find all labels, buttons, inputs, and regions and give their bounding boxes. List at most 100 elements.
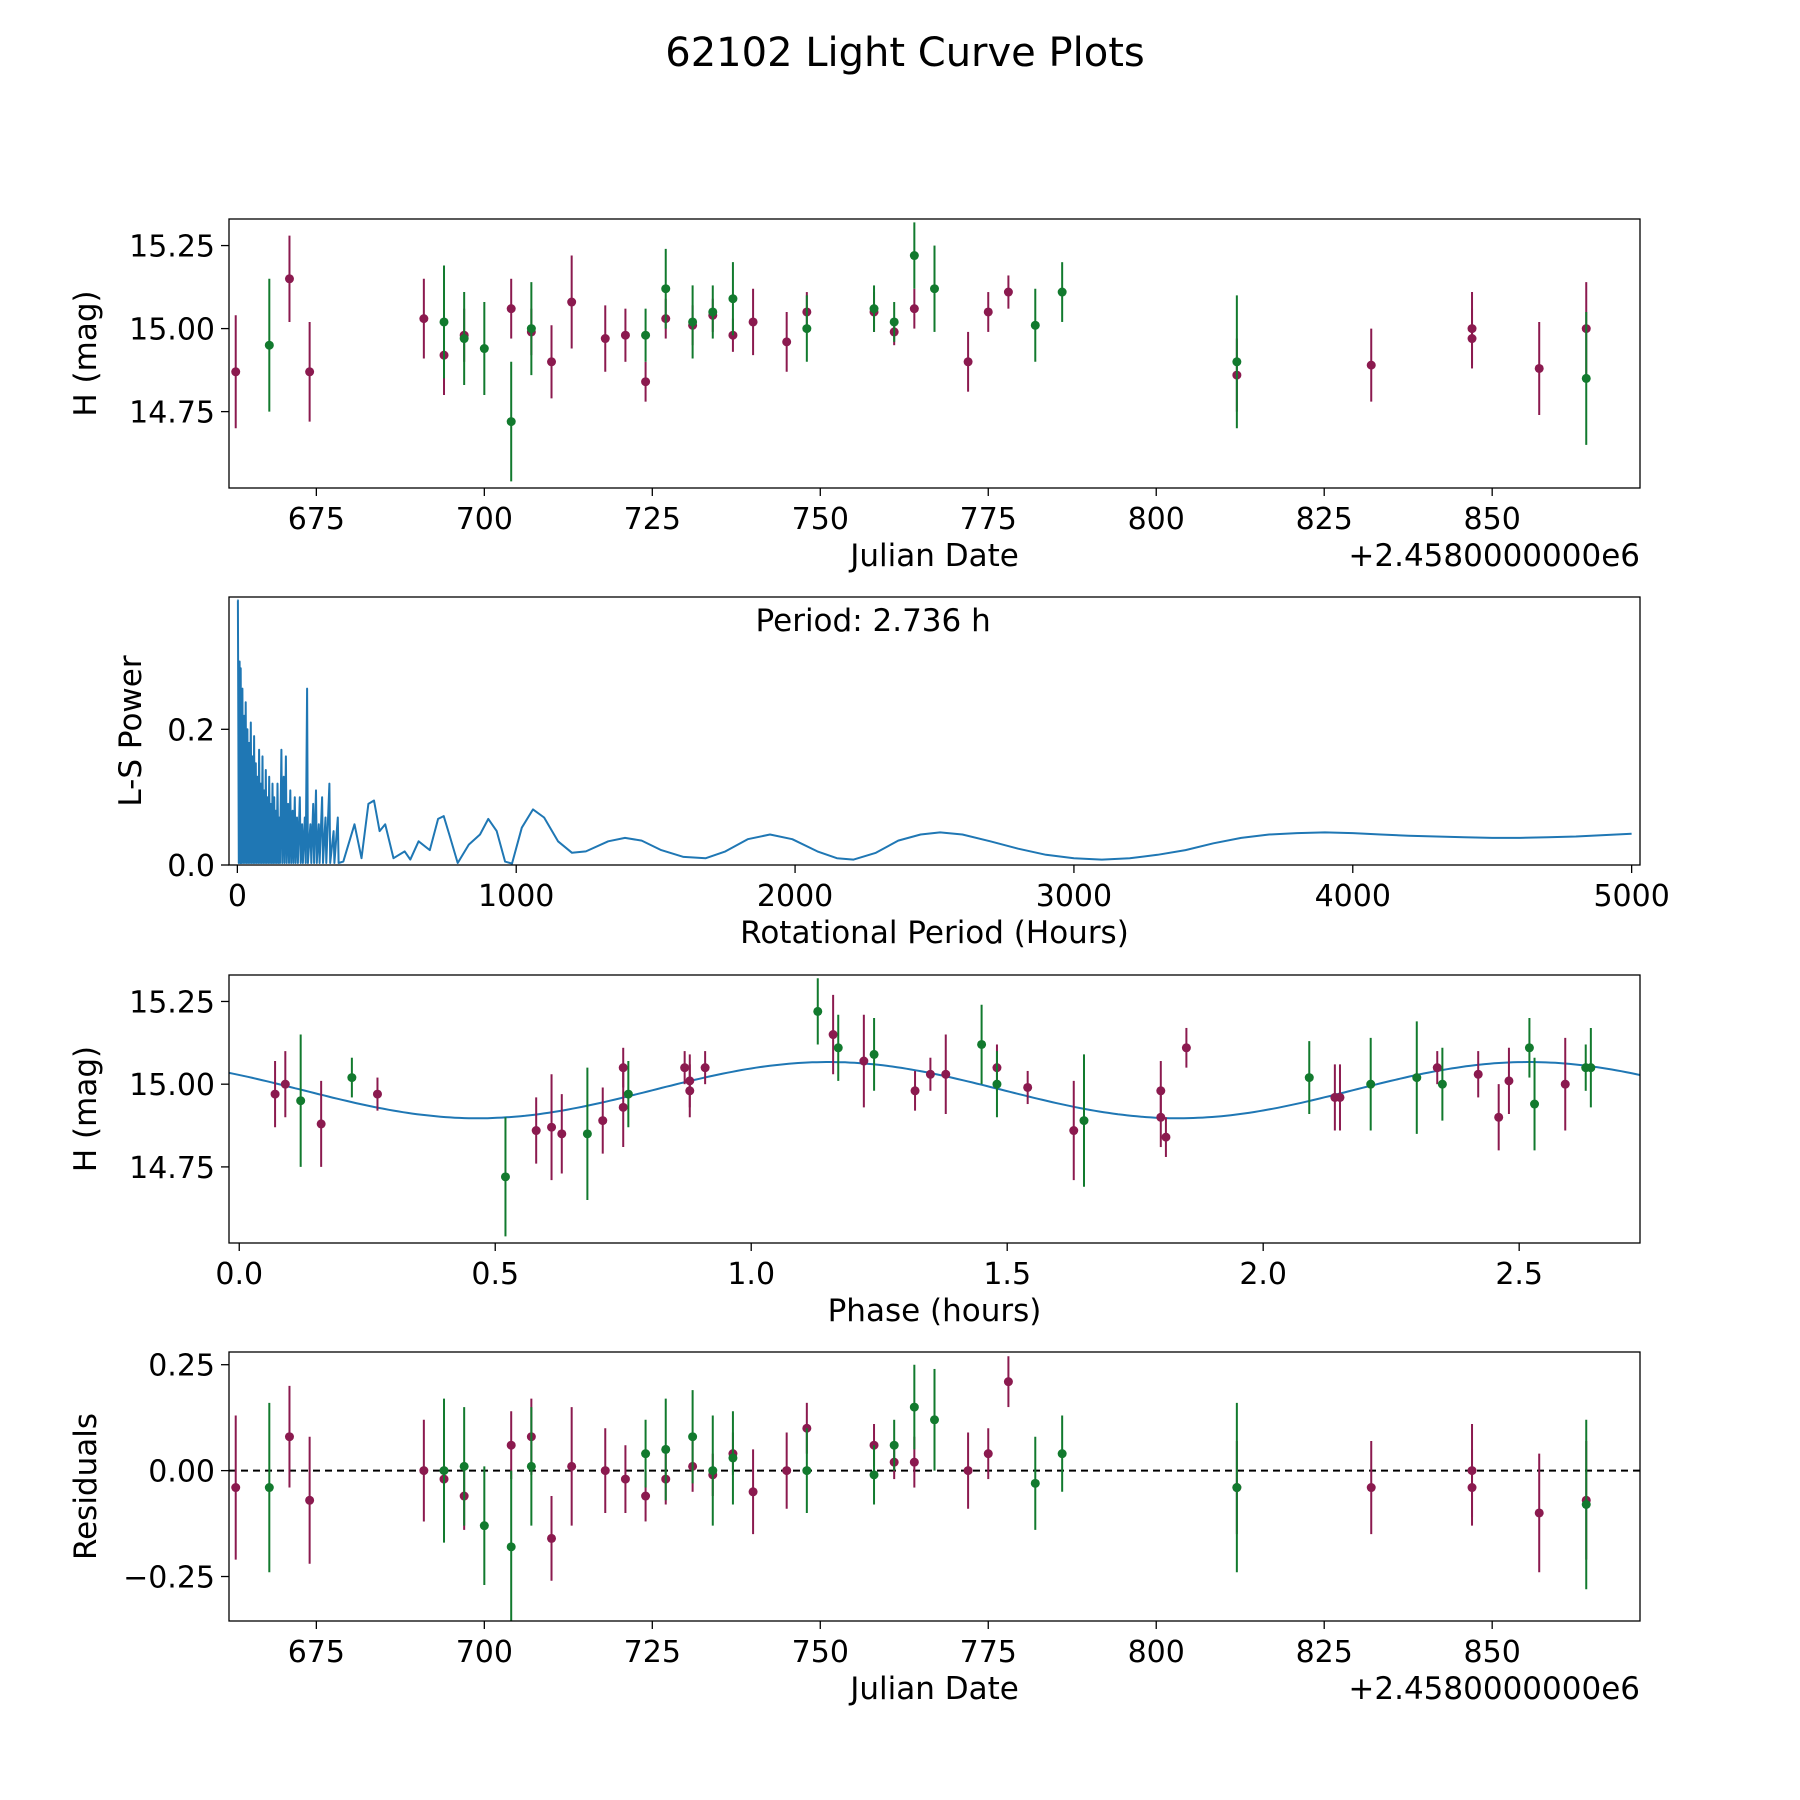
data-point-r (1069, 1126, 1079, 1136)
data-point-g (992, 1079, 1002, 1089)
x-axis-label: Julian Date (848, 1671, 1019, 1707)
figure-title: 62102 Light Curve Plots (665, 30, 1144, 76)
x-tick-label: 750 (792, 1635, 849, 1670)
data-point-r (1642, 374, 1651, 383)
data-point-g (833, 1043, 843, 1053)
data-point-g (347, 1073, 357, 1083)
data-point-g (869, 1470, 879, 1480)
data-point-r (305, 1495, 315, 1505)
data-point-r (547, 1533, 557, 1543)
data-point-r (1003, 287, 1013, 297)
data-point-g (1412, 1073, 1422, 1083)
data-point-r (372, 1089, 382, 1099)
data-point-r (567, 297, 577, 307)
data-point-r (963, 1466, 973, 1476)
y-tick-label: 0.25 (148, 1349, 215, 1384)
data-point-r (983, 1449, 993, 1459)
y-tick-label: 15.25 (129, 230, 215, 265)
data-point-r (620, 1474, 630, 1484)
data-point-g (526, 1461, 536, 1471)
x-tick-label: 825 (1296, 502, 1353, 537)
data-point-r (1366, 1483, 1376, 1493)
y-tick-label: 15.00 (129, 1068, 215, 1103)
plot-area (231, 222, 1651, 482)
x-tick-label: 675 (288, 1635, 345, 1670)
x-tick-label: 3000 (1036, 879, 1112, 914)
x-axis-label: Julian Date (848, 538, 1019, 574)
y-axis-label: H (mag) (68, 1046, 104, 1172)
data-point-r (598, 1116, 608, 1126)
data-point-r (1534, 363, 1544, 373)
y-tick-label: 14.75 (129, 1151, 215, 1186)
data-point-r (618, 1102, 628, 1112)
data-point-r (1504, 1076, 1514, 1086)
data-point-r (941, 1069, 951, 1079)
plot-frame (228, 596, 1641, 866)
data-point-g (1581, 373, 1591, 383)
data-point-g (439, 317, 449, 327)
data-point-g (909, 1402, 919, 1412)
data-point-r (1534, 1508, 1544, 1518)
plot-area (236, 599, 1632, 865)
data-point-g (1057, 287, 1067, 297)
x-tick-label: 675 (288, 502, 345, 537)
data-point-r (1432, 1063, 1442, 1073)
data-point-g (1366, 1079, 1376, 1089)
data-point-r (1473, 1069, 1483, 1079)
x-tick-label: 2.5 (1495, 1257, 1543, 1292)
data-point-g (688, 1432, 698, 1442)
data-point-g (708, 307, 718, 317)
data-point-r (1642, 1492, 1651, 1501)
data-point-g (661, 1444, 671, 1454)
data-point-g (479, 1521, 489, 1531)
data-point-r (700, 1063, 710, 1073)
data-point-g (1232, 357, 1242, 367)
data-point-r (231, 1483, 241, 1493)
panel-light-curve: 675 700 725 750 775 800 825 850 14.75 15.00 15.25 J… (68, 218, 1651, 574)
x-tick-label: 800 (1128, 1635, 1185, 1670)
x-tick-label: 1000 (478, 879, 554, 914)
x-tick-label: 725 (624, 502, 681, 537)
data-point-r (506, 1440, 516, 1450)
data-point-g (930, 284, 939, 294)
data-point-g (661, 284, 671, 294)
data-point-r (748, 1487, 758, 1497)
data-point-g (479, 344, 489, 354)
plot-area (229, 978, 1640, 1237)
data-point-g (526, 324, 536, 334)
data-point-g (708, 1466, 718, 1476)
x-tick-label: 700 (456, 502, 513, 537)
data-point-r (685, 1086, 695, 1096)
data-point-r (1003, 1377, 1013, 1387)
data-point-r (680, 1063, 690, 1073)
x-tick-label: 850 (1464, 1635, 1521, 1670)
data-point-r (859, 1056, 869, 1066)
y-axis-label: L-S Power (113, 655, 149, 806)
data-point-g (930, 1415, 939, 1425)
x-offset-text: +2.4580000000e6 (1348, 538, 1640, 574)
data-point-r (620, 330, 630, 340)
y-tick-label: −0.25 (123, 1561, 215, 1596)
x-tick-label: 2.0 (1239, 1257, 1287, 1292)
data-point-r (1335, 1092, 1345, 1102)
data-point-g (869, 304, 879, 314)
data-point-g (688, 317, 698, 327)
data-point-r (1156, 1112, 1166, 1122)
data-point-g (1524, 1043, 1534, 1053)
data-point-g (1030, 1478, 1040, 1488)
data-point-g (641, 1449, 651, 1459)
x-tick-label: 0 (228, 879, 247, 914)
x-tick-label: 0.5 (471, 1257, 519, 1292)
data-point-g (802, 1466, 812, 1476)
data-point-g (582, 1129, 592, 1139)
x-tick-label: 775 (960, 502, 1017, 537)
y-tick-label: 14.75 (129, 396, 215, 431)
x-tick-label: 4000 (1315, 879, 1391, 914)
panels: 675 700 725 750 775 800 825 850 14.75 15.00 15.25 J… (68, 218, 1670, 1707)
x-axis-label: Rotational Period (Hours) (740, 915, 1129, 951)
x-tick-label: 0.0 (215, 1257, 263, 1292)
data-point-r (506, 304, 516, 314)
data-point-g (802, 324, 812, 334)
data-point-r (600, 334, 610, 344)
data-point-g (264, 340, 274, 350)
